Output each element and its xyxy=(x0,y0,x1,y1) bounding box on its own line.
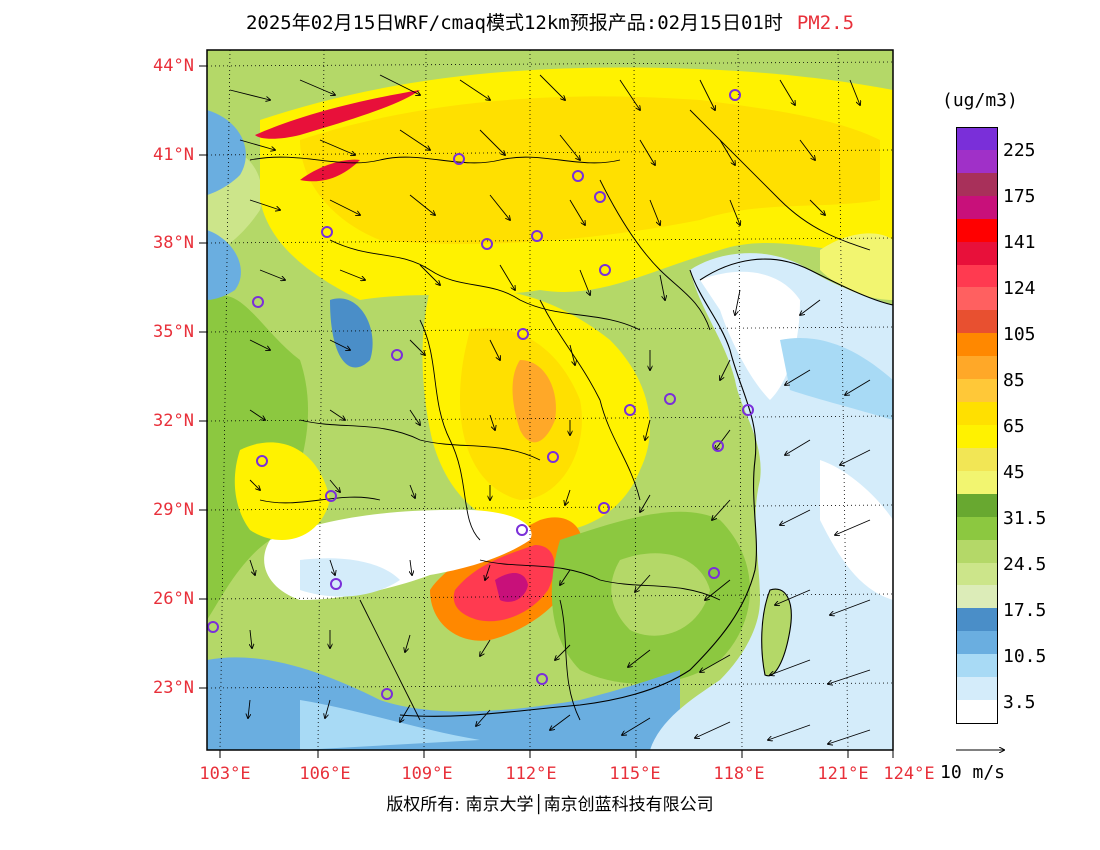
city-marker xyxy=(321,226,333,238)
legend-swatch xyxy=(956,562,998,586)
city-marker xyxy=(516,524,528,536)
lon-label: 121°E xyxy=(817,764,869,784)
legend-swatch xyxy=(956,195,998,219)
city-marker xyxy=(599,264,611,276)
map-title: 2025年02月15日WRF/cmaq模式12km预报产品:02月15日01时 P… xyxy=(0,8,1100,35)
legend-swatch xyxy=(956,608,998,632)
city-marker xyxy=(742,404,754,416)
city-marker xyxy=(572,170,584,182)
legend-unit: (ug/m3) xyxy=(942,90,1018,111)
legend-swatch xyxy=(956,172,998,196)
axis-ticks xyxy=(199,65,894,758)
city-marker xyxy=(330,578,342,590)
city-marker xyxy=(252,296,264,308)
legend-label: 124 xyxy=(1003,278,1036,299)
lat-label: 41°N xyxy=(153,145,194,165)
lon-label: 103°E xyxy=(199,764,251,784)
city-marker xyxy=(598,502,610,514)
wind-vectors xyxy=(229,74,871,744)
legend-swatch xyxy=(956,493,998,517)
legend-swatch xyxy=(956,700,998,724)
city-marker xyxy=(729,89,741,101)
lat-label: 26°N xyxy=(153,589,194,609)
city-marker xyxy=(517,328,529,340)
lat-label: 29°N xyxy=(153,500,194,520)
legend-label: 17.5 xyxy=(1003,600,1047,621)
legend-label: 85 xyxy=(1003,370,1025,391)
graticule xyxy=(207,50,893,750)
lon-label: 115°E xyxy=(609,764,661,784)
legend-label: 65 xyxy=(1003,416,1025,437)
concentration-field xyxy=(207,50,893,750)
legend-label: 105 xyxy=(1003,324,1036,345)
legend-swatch xyxy=(956,677,998,701)
legend-swatch xyxy=(956,631,998,655)
lat-label: 35°N xyxy=(153,322,194,342)
legend-swatch xyxy=(956,539,998,563)
city-marker xyxy=(531,230,543,242)
legend-label: 10.5 xyxy=(1003,646,1047,667)
legend-swatch xyxy=(956,218,998,242)
city-marker xyxy=(391,349,403,361)
legend-swatch xyxy=(956,333,998,357)
lon-label: 109°E xyxy=(401,764,453,784)
wind-vector-label: 10 m/s xyxy=(940,762,1006,783)
legend-swatch xyxy=(956,241,998,265)
legend-swatch xyxy=(956,149,998,173)
legend-label: 3.5 xyxy=(1003,692,1036,713)
legend-swatch xyxy=(956,264,998,288)
boundaries xyxy=(249,109,893,721)
city-marker xyxy=(325,490,337,502)
legend-swatch xyxy=(956,287,998,311)
city-marker xyxy=(381,688,393,700)
legend-label: 45 xyxy=(1003,462,1025,483)
legend-label: 24.5 xyxy=(1003,554,1047,575)
city-marker xyxy=(453,153,465,165)
city-marker xyxy=(547,451,559,463)
lon-label: 124°E xyxy=(883,764,935,784)
lon-label: 112°E xyxy=(505,764,557,784)
lat-label: 23°N xyxy=(153,678,194,698)
city-marker xyxy=(536,673,548,685)
lon-label: 118°E xyxy=(713,764,765,784)
map-frame xyxy=(206,49,894,751)
legend-swatch xyxy=(956,356,998,380)
legend-label: 225 xyxy=(1003,140,1036,161)
legend-swatch xyxy=(956,585,998,609)
lat-label: 32°N xyxy=(153,411,194,431)
legend-swatch xyxy=(956,470,998,494)
city-marker xyxy=(664,393,676,405)
legend-swatch xyxy=(956,654,998,678)
city-marker xyxy=(481,238,493,250)
legend-label: 141 xyxy=(1003,232,1036,253)
title-pollutant: PM2.5 xyxy=(796,12,855,34)
lat-label: 44°N xyxy=(153,56,194,76)
legend-label: 175 xyxy=(1003,186,1036,207)
legend-label: 31.5 xyxy=(1003,508,1047,529)
legend-swatch xyxy=(956,310,998,334)
legend-swatch xyxy=(956,447,998,471)
legend-swatch xyxy=(956,402,998,425)
lat-label: 38°N xyxy=(153,233,194,253)
city-marker xyxy=(207,621,219,633)
title-main: 2025年02月15日WRF/cmaq模式12km预报产品:02月15日01时 xyxy=(245,12,783,34)
legend-swatch xyxy=(956,516,998,540)
city-marker xyxy=(594,191,606,203)
city-marker xyxy=(256,455,268,467)
legend-swatch xyxy=(956,127,998,151)
copyright: 版权所有: 南京大学│南京创蓝科技有限公司 xyxy=(386,795,714,815)
city-marker xyxy=(712,440,724,452)
legend-swatch xyxy=(956,379,998,403)
city-markers xyxy=(207,89,754,700)
city-marker xyxy=(624,404,636,416)
city-marker xyxy=(708,567,720,579)
legend-swatch xyxy=(956,425,998,448)
lon-label: 106°E xyxy=(299,764,351,784)
